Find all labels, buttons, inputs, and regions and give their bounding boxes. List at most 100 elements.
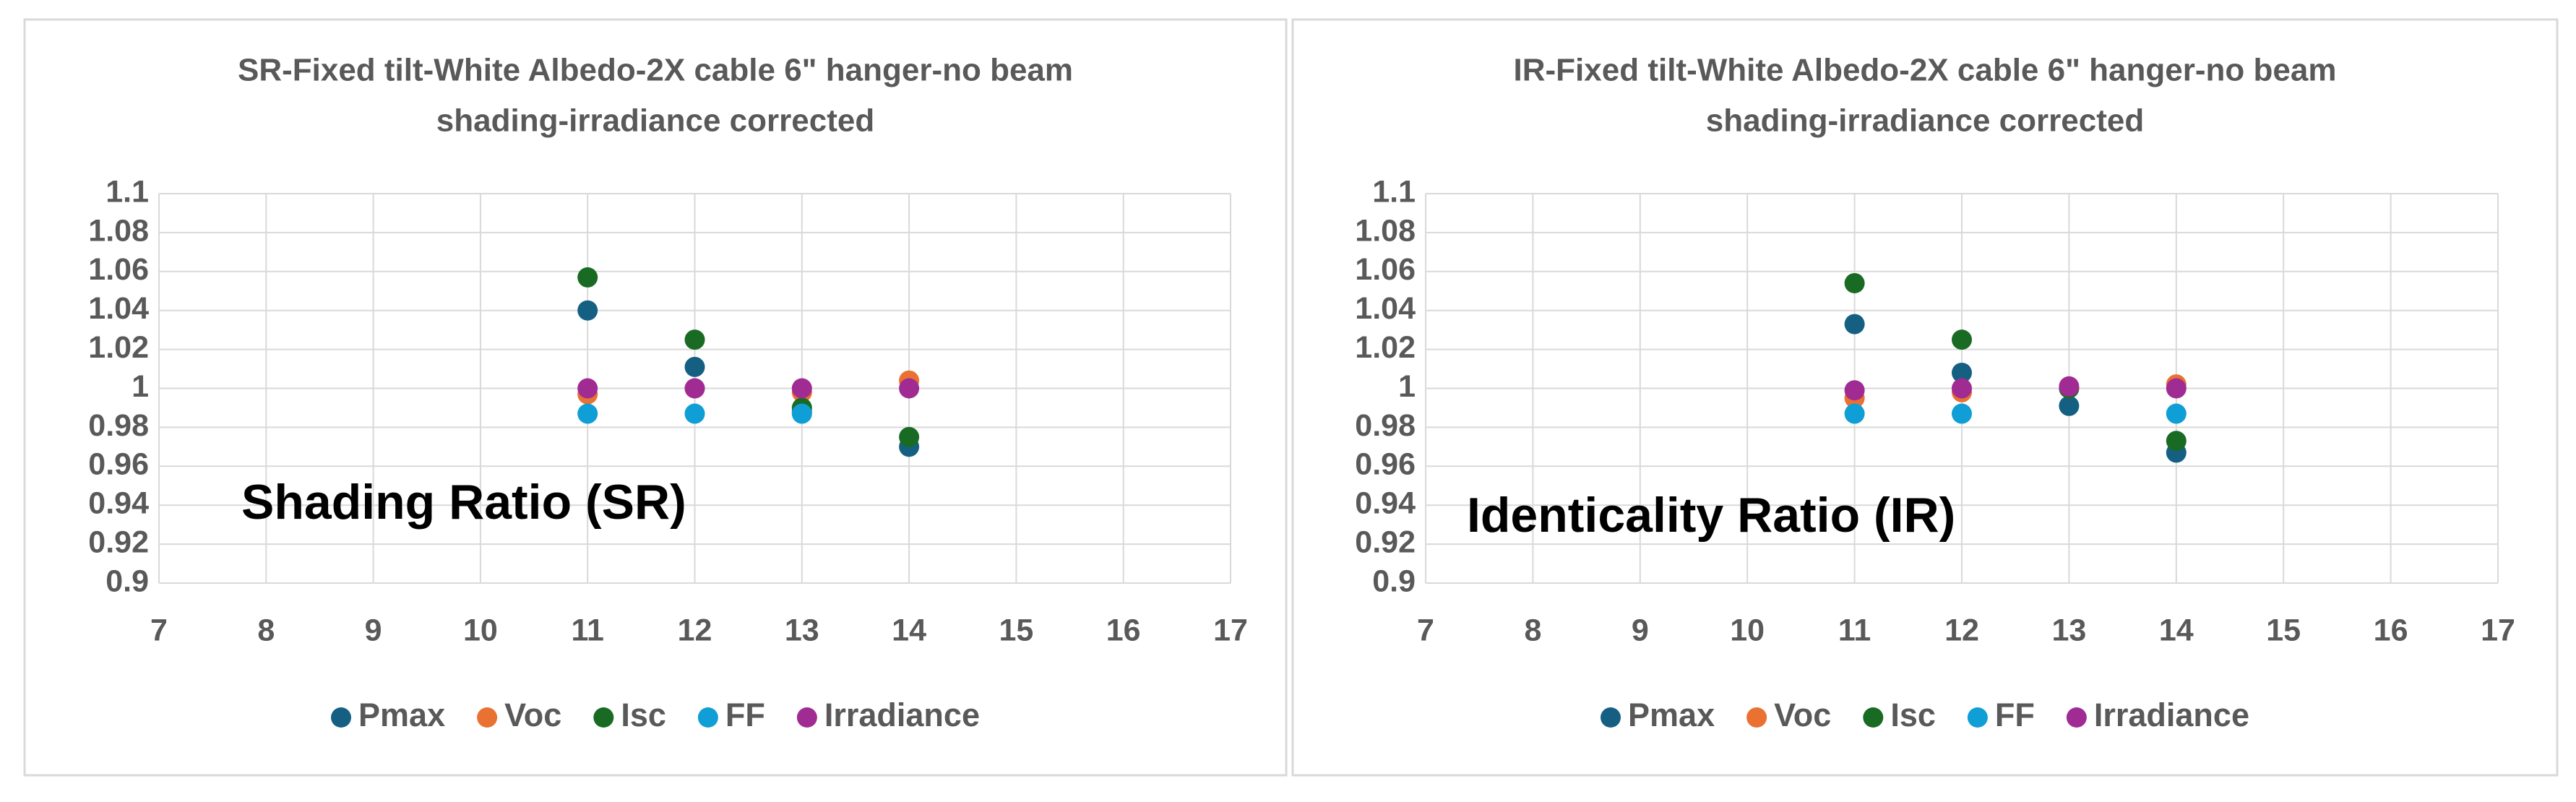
legend-label: Voc — [1774, 697, 1831, 733]
legend-marker — [697, 707, 718, 728]
y-tick-label: 1.1 — [1372, 174, 1416, 209]
marker — [899, 378, 920, 399]
chart-title: IR-Fixed tilt-White Albedo-2X cable 6" h… — [1514, 53, 2337, 88]
chart-title: SR-Fixed tilt-White Albedo-2X cable 6" h… — [238, 53, 1073, 88]
legend-marker — [593, 707, 614, 728]
x-tick-label: 14 — [892, 613, 926, 647]
y-tick-label: 1.04 — [88, 291, 149, 326]
y-tick-label: 1 — [1398, 369, 1416, 404]
y-tick-label: 0.96 — [88, 447, 149, 482]
marker — [1844, 380, 1865, 401]
x-tick-label: 8 — [257, 613, 275, 647]
x-tick-label: 12 — [678, 613, 712, 647]
x-tick-label: 9 — [1632, 613, 1649, 647]
y-tick-label: 0.98 — [88, 408, 149, 443]
y-tick-label: 1 — [132, 369, 149, 404]
marker — [577, 267, 598, 288]
legend: Pmax Voc Isc FF Irradiance — [331, 697, 980, 733]
y-tick-label: 1.06 — [1355, 252, 1416, 287]
annotation: Shading Ratio (SR) — [241, 475, 686, 530]
marker — [1844, 314, 1865, 335]
legend-label: FF — [725, 697, 765, 733]
legend-label: Irradiance — [2094, 697, 2249, 733]
y-tick-label: 1.02 — [1355, 330, 1416, 365]
marker — [1952, 362, 1972, 383]
chart-title: shading-irradiance corrected — [1706, 103, 2144, 139]
marker — [684, 356, 705, 377]
legend-label: Voc — [504, 697, 561, 733]
y-tick-label: 0.92 — [88, 525, 149, 559]
x-tick-label: 10 — [1730, 613, 1765, 647]
legend-label: FF — [1995, 697, 2035, 733]
legend-marker — [1967, 707, 1988, 728]
y-tick-label: 1.04 — [1355, 291, 1416, 326]
y-tick-label: 0.94 — [1355, 486, 1416, 521]
annotation: Identicality Ratio (IR) — [1467, 488, 1955, 543]
marker — [2059, 395, 2080, 416]
panel — [1291, 18, 2559, 777]
legend-label: Isc — [1890, 697, 1936, 733]
marker — [1952, 378, 1972, 399]
marker — [577, 300, 598, 321]
y-tick-label: 0.96 — [1355, 447, 1416, 482]
x-tick-label: 13 — [785, 613, 819, 647]
marker — [2166, 378, 2187, 399]
marker — [1844, 403, 1865, 424]
marker — [577, 403, 598, 424]
y-tick-label: 1.02 — [88, 330, 149, 365]
x-tick-label: 14 — [2159, 613, 2194, 647]
y-tick-label: 0.94 — [88, 486, 149, 521]
chart-title: shading-irradiance corrected — [436, 103, 874, 139]
legend-marker — [1746, 707, 1767, 728]
x-tick-label: 10 — [463, 613, 498, 647]
marker — [684, 378, 705, 399]
marker — [684, 329, 705, 350]
y-tick-label: 0.9 — [1372, 564, 1416, 598]
legend-marker — [331, 707, 352, 728]
legend-label: Irradiance — [824, 697, 980, 733]
marker — [577, 378, 598, 399]
marker — [2166, 431, 2187, 452]
legend-marker — [477, 707, 498, 728]
x-tick-label: 11 — [571, 613, 603, 647]
marker — [684, 403, 705, 424]
legend-marker — [1601, 707, 1621, 728]
y-tick-label: 1.08 — [88, 213, 149, 248]
panel — [23, 18, 1288, 777]
y-tick-label: 1.08 — [1355, 213, 1416, 248]
x-tick-label: 8 — [1524, 613, 1541, 647]
x-tick-label: 13 — [2051, 613, 2086, 647]
legend-label: Isc — [621, 697, 666, 733]
marker — [1844, 272, 1865, 293]
marker — [2166, 403, 2187, 424]
x-tick-label: 12 — [1944, 613, 1979, 647]
x-tick-label: 16 — [1106, 613, 1141, 647]
x-tick-label: 15 — [999, 613, 1033, 647]
marker — [1952, 403, 1972, 424]
x-tick-label: 16 — [2374, 613, 2408, 647]
marker — [791, 378, 812, 399]
legend-marker — [1863, 707, 1884, 728]
x-tick-label: 7 — [1417, 613, 1434, 647]
y-tick-label: 0.9 — [105, 564, 149, 598]
legend: Pmax Voc Isc FF Irradiance — [1601, 697, 2249, 733]
legend-label: Pmax — [358, 697, 445, 733]
y-tick-label: 1.06 — [88, 252, 149, 287]
legend-label: Pmax — [1628, 697, 1715, 733]
marker — [2059, 376, 2080, 397]
y-tick-label: 0.98 — [1355, 408, 1416, 443]
x-tick-label: 17 — [2481, 613, 2515, 647]
x-tick-label: 7 — [150, 613, 168, 647]
marker — [899, 426, 920, 447]
marker — [1952, 329, 1972, 350]
x-tick-label: 15 — [2266, 613, 2301, 647]
legend-marker — [2066, 707, 2087, 728]
y-tick-label: 0.92 — [1355, 525, 1416, 559]
x-tick-label: 11 — [1838, 613, 1871, 647]
x-tick-label: 17 — [1213, 613, 1248, 647]
marker — [791, 403, 812, 424]
x-tick-label: 9 — [365, 613, 382, 647]
